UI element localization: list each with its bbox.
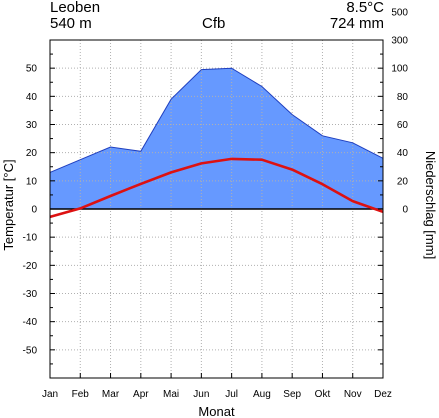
month-label: Mai [163, 389, 179, 400]
precipitation-tick-label: 80 [397, 92, 409, 103]
temperature-tick-label: 40 [26, 92, 38, 103]
precipitation-tick-label: 0 [402, 205, 408, 216]
month-label: Apr [133, 389, 149, 400]
temperature-tick-label: 30 [26, 120, 38, 131]
month-label: Jul [225, 389, 238, 400]
precipitation-tick-label: 20 [397, 176, 409, 187]
annual-precipitation: 724 mm [329, 15, 384, 32]
precipitation-line [49, 67, 384, 173]
month-label: Nov [344, 389, 362, 400]
month-label: Jan [42, 389, 58, 400]
mean-temperature: 8.5°C [346, 0, 384, 16]
temperature-tick-label: -50 [23, 345, 38, 356]
temperature-axis-title: Temperatur [°C] [1, 159, 16, 250]
station-name: Leoben [50, 0, 101, 16]
month-label: Okt [315, 389, 331, 400]
climate-class: Cfb [202, 15, 226, 32]
temperature-tick-label: -30 [23, 289, 38, 300]
temperature-tick-label: 10 [26, 176, 38, 187]
temperature-line [49, 157, 384, 219]
precipitation-tick-label: 100 [391, 64, 408, 75]
temperature-tick-label: 20 [26, 148, 38, 159]
temperature-tick-label: -40 [23, 317, 38, 328]
temperature-tick-label: -10 [23, 233, 38, 244]
precipitation-tick-label: 300 [391, 36, 408, 47]
month-label: Dez [374, 389, 392, 400]
temperature-tick-label: 50 [26, 64, 38, 75]
precipitation-tick-label: 40 [397, 148, 409, 159]
temperature-tick-label: 0 [31, 205, 37, 216]
precipitation-axis-title: Niederschlag [mm] [423, 151, 438, 259]
month-label: Mar [102, 389, 120, 400]
month-label: Sep [283, 389, 301, 400]
x-axis-title: Monat [198, 404, 235, 418]
precipitation-tick-label: 60 [397, 120, 409, 131]
precipitation-tick-label: 500 [391, 7, 408, 18]
station-elevation: 540 m [50, 15, 92, 32]
month-label: Feb [72, 389, 90, 400]
month-label: Jun [193, 389, 209, 400]
temperature-tick-label: -20 [23, 261, 38, 272]
month-label: Aug [253, 389, 271, 400]
